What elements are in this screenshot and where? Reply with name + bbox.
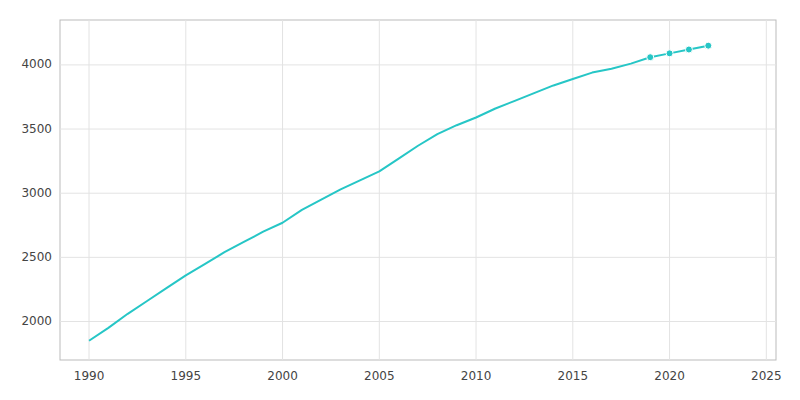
y-tick-label: 2000 <box>21 314 52 328</box>
y-tick-label: 3500 <box>21 122 52 136</box>
x-grid-line <box>89 20 90 360</box>
chart: 2000 2500 3000 3500 4000 1990 1995 2000 2005 2010… <box>0 0 800 400</box>
axes: 2000 2500 3000 3500 4000 1990 1995 2000 2005 2010… <box>21 57 781 383</box>
x-grid-line <box>282 20 283 360</box>
plot-frame <box>60 20 776 360</box>
x-tick-label: 2005 <box>364 369 395 383</box>
x-grid-line <box>669 20 670 360</box>
data <box>89 42 712 341</box>
x-grid-line <box>572 20 573 360</box>
series-line <box>89 46 708 341</box>
y-grid-line <box>60 193 776 194</box>
y-grid-line <box>60 257 776 258</box>
point-marker <box>666 50 673 57</box>
x-grid-line <box>766 20 767 360</box>
x-grid-line <box>379 20 380 360</box>
y-grid-line <box>60 129 776 130</box>
x-tick-label: 2010 <box>461 369 492 383</box>
y-grid-line <box>60 321 776 322</box>
x-grid-line <box>476 20 477 360</box>
x-tick-label: 2025 <box>751 369 782 383</box>
x-tick-label: 1990 <box>74 369 105 383</box>
point-marker <box>705 42 712 49</box>
grid <box>60 20 776 360</box>
y-tick-label: 4000 <box>21 57 52 71</box>
y-grid-line <box>60 64 776 65</box>
x-tick-label: 2000 <box>267 369 298 383</box>
point-marker <box>647 54 654 61</box>
point-marker <box>685 46 692 53</box>
x-tick-label: 1995 <box>171 369 202 383</box>
y-tick-label: 2500 <box>21 250 52 264</box>
x-tick-label: 2015 <box>558 369 589 383</box>
x-grid-line <box>185 20 186 360</box>
x-tick-label: 2020 <box>654 369 685 383</box>
y-tick-label: 3000 <box>21 186 52 200</box>
